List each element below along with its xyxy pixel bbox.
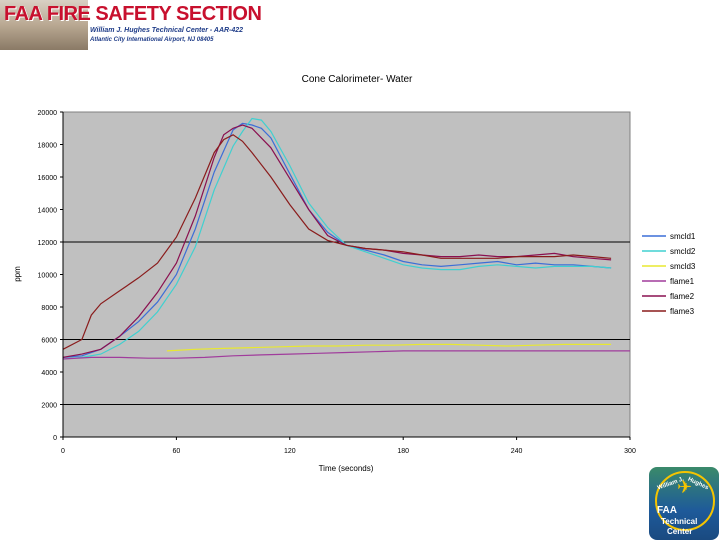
y-tick-label: 8000 — [41, 305, 57, 312]
y-tick-label: 14000 — [38, 208, 58, 215]
x-axis-label: Time (seconds) — [319, 464, 374, 473]
x-tick-label: 180 — [397, 448, 409, 455]
x-tick-label: 60 — [173, 448, 181, 455]
y-tick-label: 20000 — [38, 110, 58, 117]
series-layer — [62, 117, 630, 360]
header-subtitle-line1: William J. Hughes Technical Center - AAR… — [90, 27, 244, 34]
faa-technical-center-logo: William J. Hughes ✈ FAA Technical Center — [649, 467, 719, 540]
y-tick-label: 6000 — [41, 338, 57, 345]
logo-text-center: Center — [667, 527, 693, 536]
y-tick-label: 0 — [53, 435, 57, 442]
legend-label-smcld3: smcld3 — [670, 262, 696, 271]
y-tick-label: 10000 — [38, 273, 58, 280]
y-axis-label: ppm — [13, 266, 22, 282]
legend-label-flame3: flame3 — [670, 307, 695, 316]
logo-text-faa: FAA — [657, 505, 677, 516]
y-tick-label: 16000 — [38, 175, 58, 182]
series-line-flame3 — [62, 134, 612, 350]
x-tick-label: 0 — [61, 448, 65, 455]
logo-ring — [655, 471, 715, 531]
series-line-smcld2 — [62, 117, 612, 360]
legend-label-smcld1: smcld1 — [670, 232, 696, 241]
header-title: FAA FIRE SAFETY SECTION — [4, 3, 262, 25]
y-tick-label: 12000 — [38, 240, 58, 247]
plot-area — [62, 111, 631, 438]
y-tick-label: 4000 — [41, 370, 57, 377]
header-photo — [0, 0, 88, 50]
x-tick-label: 120 — [284, 448, 296, 455]
chart-title: Cone Calorimeter- Water — [302, 74, 413, 85]
legend-label-flame1: flame1 — [670, 277, 695, 286]
y-tick-label: 18000 — [38, 143, 58, 150]
series-line-smcld1 — [62, 122, 612, 358]
airplane-icon: ✈ — [677, 477, 693, 497]
series-line-flame1 — [62, 350, 630, 360]
legend-label-flame2: flame2 — [670, 292, 695, 301]
tick-labels: 0 2000 4000 6000 8000 10000 12000 14000 16000 180… — [38, 110, 636, 455]
grid-lines — [63, 241, 630, 405]
y-tick-label: 2000 — [41, 403, 57, 410]
x-tick-label: 240 — [511, 448, 523, 455]
logo-text-technical: Technical — [661, 517, 698, 526]
x-tick-label: 300 — [624, 448, 636, 455]
series-line-smcld3 — [166, 343, 612, 352]
header-banner: FAA FIRE SAFETY SECTION William J. Hughe… — [0, 0, 262, 50]
legend-label-smcld2: smcld2 — [670, 247, 696, 256]
header-subtitle-line2: Atlantic City International Airport, NJ … — [90, 37, 214, 43]
legend: smcld1 smcld2 smcld3 flame1 flame2 flame3 — [642, 232, 696, 316]
